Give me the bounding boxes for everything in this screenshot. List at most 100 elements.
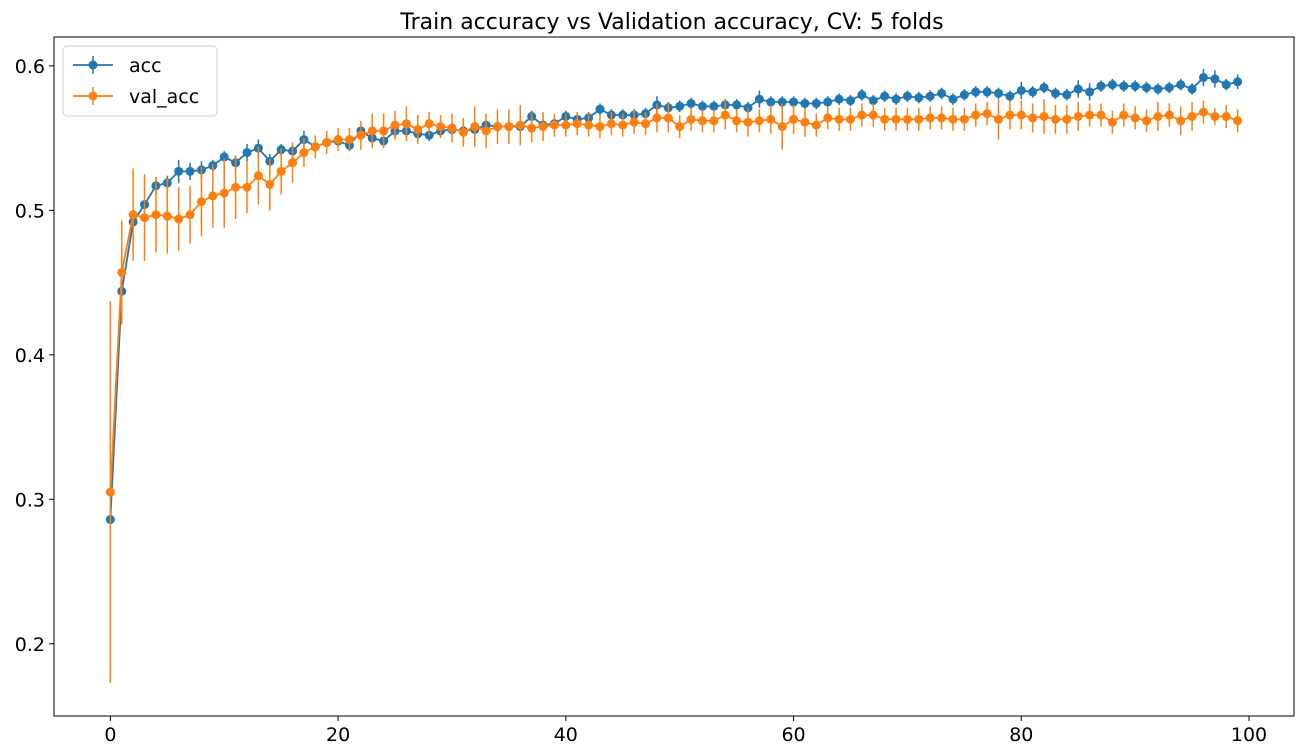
x-tick-label: 20 <box>326 724 350 746</box>
data-point <box>845 96 855 106</box>
data-point <box>994 88 1004 98</box>
data-point <box>823 113 833 123</box>
data-point <box>401 119 411 129</box>
legend-box <box>62 45 218 117</box>
data-point <box>1062 90 1072 100</box>
data-point <box>891 94 901 104</box>
data-point <box>982 87 992 97</box>
data-point <box>697 101 707 111</box>
data-point <box>868 110 878 120</box>
data-point <box>1198 107 1208 117</box>
data-point <box>1085 87 1095 97</box>
data-point <box>1096 110 1106 120</box>
data-point <box>834 94 844 104</box>
data-point <box>1221 80 1231 90</box>
data-point <box>1130 113 1140 123</box>
data-point <box>789 114 799 124</box>
data-point <box>185 166 195 176</box>
data-point <box>937 88 947 98</box>
data-point <box>811 120 821 130</box>
data-point <box>868 96 878 106</box>
data-point <box>629 117 639 127</box>
data-point <box>117 267 127 277</box>
data-point <box>675 101 685 111</box>
data-point <box>1164 110 1174 120</box>
data-point <box>481 126 491 136</box>
data-point <box>925 113 935 123</box>
data-point <box>1028 87 1038 97</box>
data-point <box>777 122 787 132</box>
data-point <box>857 90 867 100</box>
plot-frame <box>53 36 1295 717</box>
data-point <box>732 100 742 110</box>
data-point <box>1210 111 1220 121</box>
data-point <box>572 119 582 129</box>
data-point <box>242 148 252 158</box>
data-point <box>174 214 184 224</box>
data-point <box>994 114 1004 124</box>
y-tick-label: 0.5 <box>15 200 45 222</box>
legend: acc val_acc <box>62 45 218 117</box>
data-point <box>265 179 275 189</box>
legend-label: val_acc <box>129 86 199 108</box>
data-point <box>845 114 855 124</box>
data-point <box>436 122 446 132</box>
data-point <box>686 98 696 108</box>
data-point <box>276 166 286 176</box>
data-point <box>754 94 764 104</box>
data-point <box>310 142 320 152</box>
data-point <box>1176 116 1186 126</box>
data-point <box>1130 81 1140 91</box>
data-point <box>1107 80 1117 90</box>
data-point <box>538 122 548 132</box>
data-point <box>253 171 263 181</box>
x-tick-label: 60 <box>781 724 805 746</box>
data-point <box>1233 116 1243 126</box>
data-point <box>1039 83 1049 93</box>
data-point <box>732 116 742 126</box>
data-point <box>834 114 844 124</box>
data-point <box>709 116 719 126</box>
data-point <box>971 110 981 120</box>
data-point <box>914 93 924 103</box>
data-point <box>1028 113 1038 123</box>
x-tick-label: 40 <box>554 724 578 746</box>
data-point <box>208 191 218 201</box>
data-point <box>857 110 867 120</box>
y-tick-label: 0.4 <box>15 345 45 367</box>
data-point <box>1119 81 1129 91</box>
data-point <box>800 117 810 127</box>
legend-marker <box>88 91 98 101</box>
data-point <box>162 211 172 221</box>
data-point <box>105 487 115 497</box>
data-point <box>219 188 229 198</box>
data-point <box>914 114 924 124</box>
data-point <box>1164 83 1174 93</box>
data-point <box>937 113 947 123</box>
data-point <box>196 197 206 207</box>
data-point <box>219 152 229 162</box>
data-point <box>561 120 571 130</box>
data-point <box>697 116 707 126</box>
data-point <box>686 114 696 124</box>
data-point <box>379 126 389 136</box>
data-point <box>1050 114 1060 124</box>
data-point <box>504 122 514 132</box>
data-point <box>948 114 958 124</box>
y-tick-label: 0.3 <box>15 489 45 511</box>
data-point <box>641 119 651 129</box>
series-line <box>109 76 1238 520</box>
data-point <box>811 98 821 108</box>
data-point <box>584 120 594 130</box>
data-point <box>390 120 400 130</box>
data-point <box>458 127 468 137</box>
data-point <box>789 97 799 107</box>
data-point <box>1198 72 1208 82</box>
data-point <box>675 122 685 132</box>
data-point <box>344 135 354 145</box>
legend-label: acc <box>129 55 162 77</box>
data-point <box>1119 110 1129 120</box>
data-point <box>493 122 503 132</box>
data-point <box>1221 111 1231 121</box>
